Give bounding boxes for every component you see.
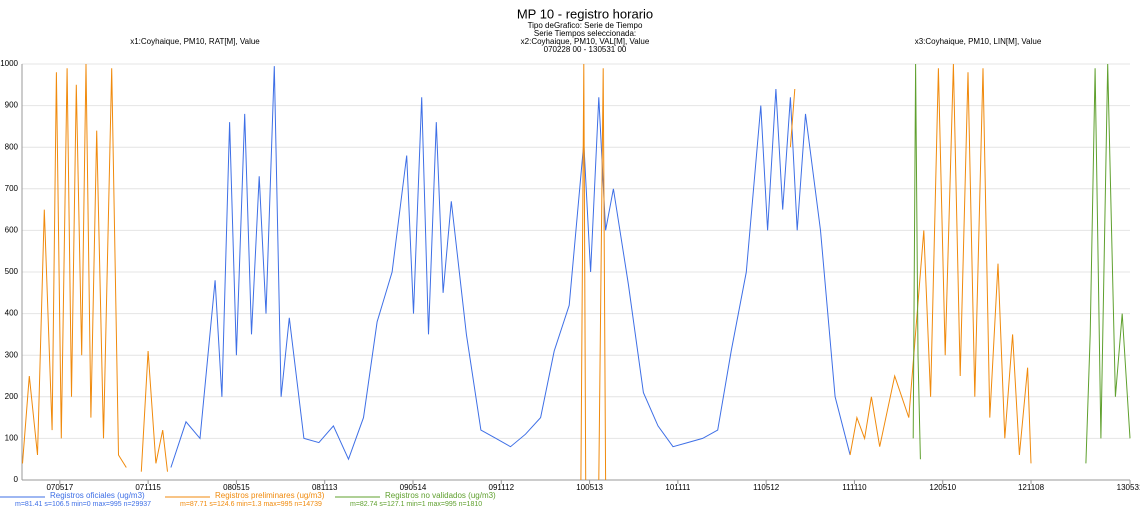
- legend-stats: m=81.41 s=106.5 min=0 max=995 n=29937: [15, 501, 151, 508]
- subtitle: Tipo deGrafico: Serie de Tiempo: [528, 21, 643, 30]
- y-tick-label: 1000: [0, 59, 18, 68]
- y-tick-label: 400: [5, 309, 19, 318]
- x-tick-label: 080515: [223, 483, 250, 492]
- series-line: [912, 63, 1131, 464]
- x-tick-label: 081113: [312, 483, 338, 492]
- series-line: [22, 63, 1032, 481]
- x-tick-label: 110512: [753, 483, 780, 492]
- legend-stats: m=82.74 s=127.1 min=1 max=995 n=1810: [350, 501, 482, 508]
- y-tick-label: 100: [5, 434, 19, 443]
- left-label: x1:Coyhaique, PM10, RAT[M], Value: [130, 37, 260, 46]
- y-tick-label: 0: [14, 475, 19, 484]
- series-line: [170, 66, 851, 468]
- y-tick-label: 200: [5, 392, 19, 401]
- x-tick-label: 070517: [46, 483, 73, 492]
- chart-title: MP 10 - registro horario: [517, 6, 653, 21]
- legend-label: Registros preliminares (ug/m3): [215, 491, 325, 500]
- x-tick-label: 091112: [489, 483, 515, 492]
- subtitle: x2:Coyhaique, PM10, VAL[M], Value: [521, 37, 650, 46]
- y-tick-label: 500: [5, 267, 19, 276]
- x-tick-label: 071115: [135, 483, 161, 492]
- x-tick-label: 121108: [1018, 483, 1045, 492]
- x-tick-label: 100513: [576, 483, 603, 492]
- legend-label: Registros oficiales (ug/m3): [50, 491, 145, 500]
- legend-label: Registros no validados (ug/m3): [385, 491, 496, 500]
- x-tick-label: 120510: [929, 483, 956, 492]
- legend-stats: m=87.71 s=124.6 min=1.3 max=995 n=14739: [180, 501, 322, 508]
- y-tick-label: 300: [5, 350, 19, 359]
- x-tick-label: 111110: [842, 483, 867, 492]
- y-tick-label: 900: [5, 101, 19, 110]
- x-tick-label: 101111: [665, 483, 690, 492]
- y-tick-label: 700: [5, 184, 19, 193]
- right-label: x3:Coyhaique, PM10, LIN[M], Value: [915, 37, 1042, 46]
- y-tick-label: 600: [5, 226, 19, 235]
- x-tick-label: 130531: [1117, 483, 1140, 492]
- x-tick-label: 090514: [400, 483, 427, 492]
- y-tick-label: 800: [5, 142, 19, 151]
- subtitle: Serie Tiempos seleccionada:: [534, 29, 636, 38]
- subtitle: 070228 00 - 130531 00: [544, 45, 627, 54]
